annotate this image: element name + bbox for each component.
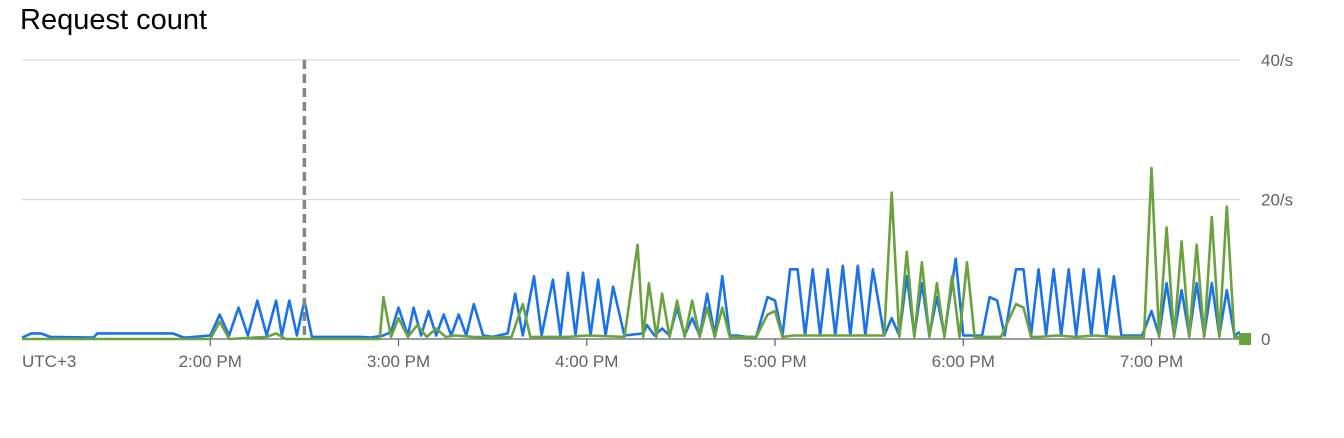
y-tick-label: 20/s (1261, 191, 1293, 210)
x-tick-label: 2:00 PM (179, 352, 242, 371)
y-tick-label: 40/s (1261, 51, 1293, 70)
legend-swatch (1239, 333, 1251, 345)
timezone-label: UTC+3 (22, 352, 76, 371)
x-tick-label: 4:00 PM (555, 352, 618, 371)
series-line-2 (22, 166, 1240, 341)
x-axis: UTC+3 2:00 PM 3:00 PM 4:00 PM 5:00 PM 6:00 PM… (22, 338, 1240, 371)
x-tick-label: 3:00 PM (367, 352, 430, 371)
chart-title: Request count (20, 4, 208, 36)
series-lines (21, 166, 1241, 341)
y-tick-label: 0 (1261, 330, 1270, 349)
legend (1239, 333, 1251, 345)
x-tick-label: 5:00 PM (743, 352, 806, 371)
x-tick-label: 7:00 PM (1120, 352, 1183, 371)
x-tick-label: 6:00 PM (932, 352, 995, 371)
y-axis-labels: 40/s 20/s 0 (1261, 51, 1293, 349)
gridlines (22, 59, 1240, 201)
